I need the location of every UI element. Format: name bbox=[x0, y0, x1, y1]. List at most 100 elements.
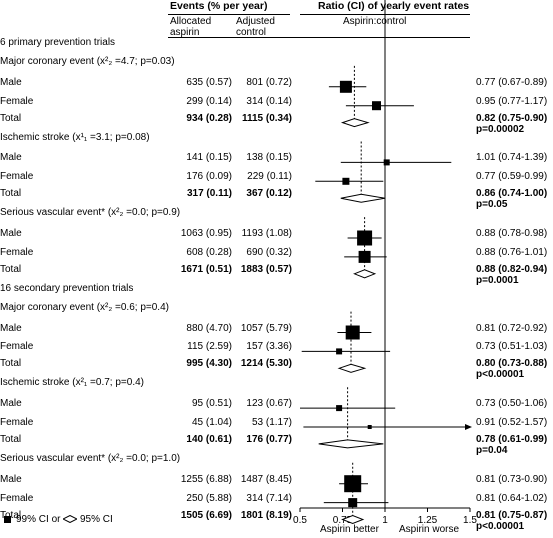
control-events-cell: 1801 (8.19) bbox=[240, 509, 292, 521]
total-label: Total bbox=[0, 263, 22, 275]
point-estimate bbox=[336, 348, 343, 355]
x-tick-label: 1 bbox=[382, 515, 388, 526]
ratio-ci-cell: 0.81 (0.73-0.90) bbox=[476, 473, 548, 485]
total-label: Total bbox=[0, 358, 22, 370]
ratio-header: Ratio (CI) of yearly event rates bbox=[318, 0, 470, 12]
section-label: 16 secondary prevention trials bbox=[0, 282, 134, 294]
control-events-cell: 1115 (0.34) bbox=[241, 112, 292, 124]
pooled-diamond bbox=[341, 514, 365, 525]
ratio-ci-cell: 0.82 (0.75-0.90) bbox=[476, 112, 548, 124]
point-estimate bbox=[339, 80, 352, 93]
subgroup-label: Serious vascular event* (x²₂ =0.0; p=0.9… bbox=[0, 207, 181, 219]
ratio-ci-cell: 0.80 (0.73-0.88) bbox=[476, 358, 548, 370]
events-header-rule bbox=[168, 14, 290, 15]
aspirin-events-cell: 176 (0.09) bbox=[186, 171, 232, 183]
aspirin-events-cell: 95 (0.51) bbox=[191, 398, 232, 410]
pooled-diamond bbox=[340, 118, 370, 128]
control-events-cell: 1057 (5.79) bbox=[240, 322, 292, 334]
aspirin-events-cell: 1671 (0.51) bbox=[180, 263, 232, 275]
study-label: Male bbox=[0, 76, 22, 88]
point-estimate bbox=[358, 250, 371, 263]
point-estimate bbox=[357, 230, 373, 246]
x-tick-label: 0.75 bbox=[333, 515, 353, 526]
ratio-ci-cell: 0.88 (0.76-1.01) bbox=[476, 246, 548, 258]
ci-arrow bbox=[465, 424, 472, 430]
ratio-ci-cell: 0.77 (0.59-0.99) bbox=[476, 171, 548, 183]
p-value-cell: p<0.00001 bbox=[476, 369, 525, 381]
control-events-cell: 176 (0.77) bbox=[246, 433, 292, 445]
control-events-cell: 1193 (1.08) bbox=[241, 228, 292, 239]
aspirin-events-cell: 250 (5.88) bbox=[186, 492, 232, 504]
point-estimate bbox=[336, 405, 343, 412]
adjusted-line-2: control bbox=[236, 27, 267, 38]
p-value-cell: p=0.04 bbox=[476, 444, 508, 456]
aspirin-events-cell: 141 (0.15) bbox=[186, 152, 232, 164]
ratio-ci-cell: 0.88 (0.82-0.94) bbox=[476, 263, 548, 275]
study-label: Female bbox=[0, 171, 34, 183]
pooled-diamond bbox=[318, 439, 384, 449]
control-events-cell: 690 (0.32) bbox=[246, 246, 292, 258]
pooled-diamond bbox=[340, 193, 386, 203]
subgroup-label: Serious vascular event* (x²₂ =0.0; p=1.0… bbox=[0, 452, 181, 464]
aspirin-control-rule bbox=[168, 37, 470, 38]
p-value-cell: p=0.05 bbox=[476, 199, 508, 211]
study-label: Male bbox=[0, 398, 22, 410]
subgroup-label: Ischemic stroke (x¹₁ =3.1; p=0.08) bbox=[0, 131, 150, 143]
control-events-cell: 123 (0.67) bbox=[246, 398, 292, 410]
aspirin-events-cell: 1063 (0.95) bbox=[180, 228, 232, 239]
p-value-cell: p=0.0001 bbox=[476, 274, 519, 286]
aspirin-events-cell: 317 (0.11) bbox=[186, 188, 232, 200]
aspirin-events-cell: 608 (0.28) bbox=[186, 246, 232, 258]
control-events-cell: 138 (0.15) bbox=[246, 152, 292, 164]
pooled-diamond bbox=[353, 269, 377, 279]
point-estimate bbox=[372, 101, 381, 111]
legend-diamond-icon bbox=[63, 515, 77, 523]
ratio-ci-cell: 0.77 (0.67-0.89) bbox=[476, 76, 548, 88]
section-label: 6 primary prevention trials bbox=[0, 37, 116, 48]
control-events-cell: 801 (0.72) bbox=[246, 76, 292, 88]
control-events-cell: 1487 (8.45) bbox=[240, 473, 292, 485]
aspirin-events-cell: 115 (2.59) bbox=[187, 341, 232, 353]
aspirin-events-cell: 635 (0.57) bbox=[186, 76, 232, 88]
ratio-ci-cell: 0.91 (0.52-1.57) bbox=[476, 417, 548, 428]
adjusted-line-1: Adjusted bbox=[236, 16, 275, 27]
ratio-ci-cell: 1.01 (0.74-1.39) bbox=[476, 152, 548, 164]
aspirin-worse-label: Aspirin worse bbox=[399, 524, 460, 535]
study-label: Female bbox=[0, 341, 34, 353]
ratio-ci-cell: 0.81 (0.72-0.92) bbox=[476, 322, 548, 334]
subgroup-label: Ischemic stroke (x²₁ =0.7; p=0.4) bbox=[0, 377, 144, 389]
study-label: Female bbox=[0, 417, 34, 428]
allocated-line-1: Allocated bbox=[170, 16, 212, 27]
control-events-cell: 367 (0.12) bbox=[246, 188, 292, 200]
legend-99ci-label: 99% CI or bbox=[16, 514, 61, 525]
ratio-ci-cell: 0.81 (0.75-0.87) bbox=[476, 509, 548, 521]
x-tick-label: 0.5 bbox=[293, 515, 307, 526]
p-value-cell: p=0.00002 bbox=[476, 123, 525, 135]
legend-square-icon bbox=[4, 516, 11, 523]
control-events-cell: 1883 (0.57) bbox=[240, 263, 292, 275]
total-label: Total bbox=[0, 509, 22, 521]
p-value-cell: p<0.00001 bbox=[476, 520, 525, 532]
ratio-ci-cell: 0.81 (0.64-1.02) bbox=[476, 492, 548, 504]
study-label: Female bbox=[0, 246, 34, 258]
point-estimate bbox=[344, 475, 362, 493]
aspirin-events-cell: 934 (0.28) bbox=[186, 112, 232, 124]
point-estimate bbox=[345, 325, 360, 340]
ratio-ci-cell: 0.95 (0.77-1.17) bbox=[476, 95, 548, 107]
aspirin-events-cell: 45 (1.04) bbox=[191, 417, 232, 428]
study-label: Male bbox=[0, 322, 22, 334]
aspirin-events-cell: 1505 (6.69) bbox=[180, 509, 232, 521]
aspirin-better-label: Aspirin better bbox=[320, 524, 379, 535]
ratio-ci-cell: 0.73 (0.50-1.06) bbox=[476, 398, 548, 410]
study-label: Male bbox=[0, 228, 22, 239]
adjusted-control-header: Adjusted control bbox=[236, 16, 275, 38]
aspirin-events-cell: 299 (0.14) bbox=[186, 95, 232, 107]
subgroup-label: Major coronary event (x²₂ =0.6; p=0.4) bbox=[0, 301, 169, 313]
ratio-ci-cell: 0.73 (0.51-1.03) bbox=[476, 341, 548, 353]
ratio-ci-cell: 0.86 (0.74-1.00) bbox=[476, 188, 548, 200]
aspirin-events-cell: 995 (4.30) bbox=[186, 358, 232, 370]
aspirin-events-cell: 880 (4.70) bbox=[186, 322, 232, 334]
allocated-aspirin-header: Allocated aspirin bbox=[170, 16, 211, 38]
study-label: Female bbox=[0, 492, 34, 504]
